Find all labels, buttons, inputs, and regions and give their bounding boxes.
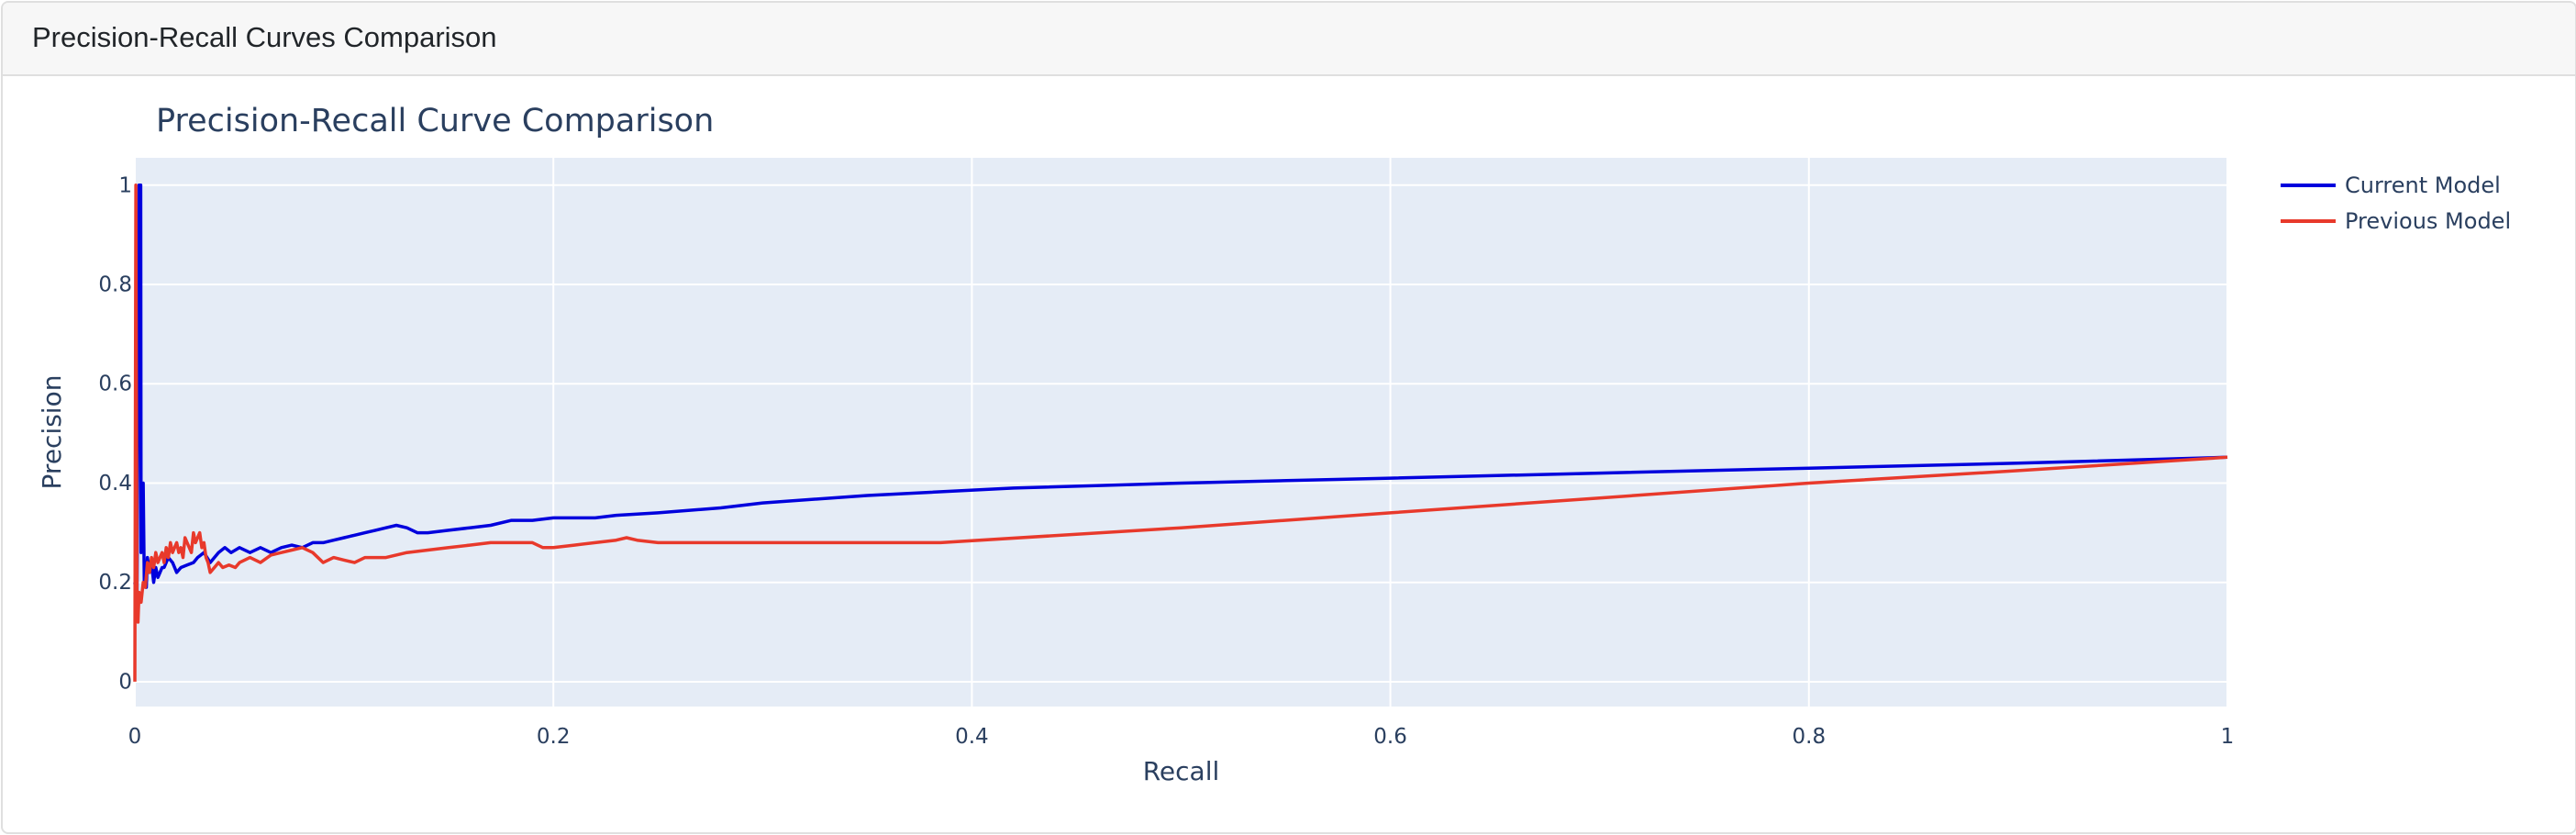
x-axis-ticks: 0 0.2 0.4 0.6 0.8 1: [128, 725, 2235, 749]
chart-title: Precision-Recall Curve Comparison: [156, 103, 714, 139]
x-tick-label: 0.4: [955, 725, 989, 749]
card-title: Precision-Recall Curves Comparison: [32, 21, 497, 53]
y-tick-label: 0.2: [98, 571, 132, 595]
y-tick-label: 0.8: [98, 273, 132, 297]
series-lines: [133, 184, 2228, 682]
x-tick-label: 0: [128, 725, 142, 749]
current-model-legend-label[interactable]: Current Model: [2345, 173, 2501, 198]
y-tick-label: 0.4: [98, 472, 132, 495]
y-tick-label: 0.6: [98, 373, 132, 396]
y-tick-label: 0: [118, 670, 132, 694]
y-gridlines: [135, 184, 2227, 683]
y-axis-ticks: 0 0.2 0.4 0.6 0.8 1: [98, 173, 132, 694]
x-tick-label: 0.8: [1793, 725, 1827, 749]
y-axis-title: Precision: [37, 375, 67, 490]
x-tick-label: 0.2: [537, 725, 571, 749]
x-tick-label: 1: [2221, 725, 2235, 749]
x-axis-title: Recall: [1143, 756, 1220, 786]
y-tick-label: 1: [118, 173, 132, 197]
plot-area: [135, 158, 2227, 707]
legend: Current Model Previous Model: [2281, 173, 2511, 234]
card-header: Precision-Recall Curves Comparison: [3, 3, 2575, 76]
previous-model-legend-label[interactable]: Previous Model: [2345, 208, 2511, 234]
x-tick-label: 0.6: [1373, 725, 1407, 749]
previous-model-line: [133, 184, 2228, 682]
